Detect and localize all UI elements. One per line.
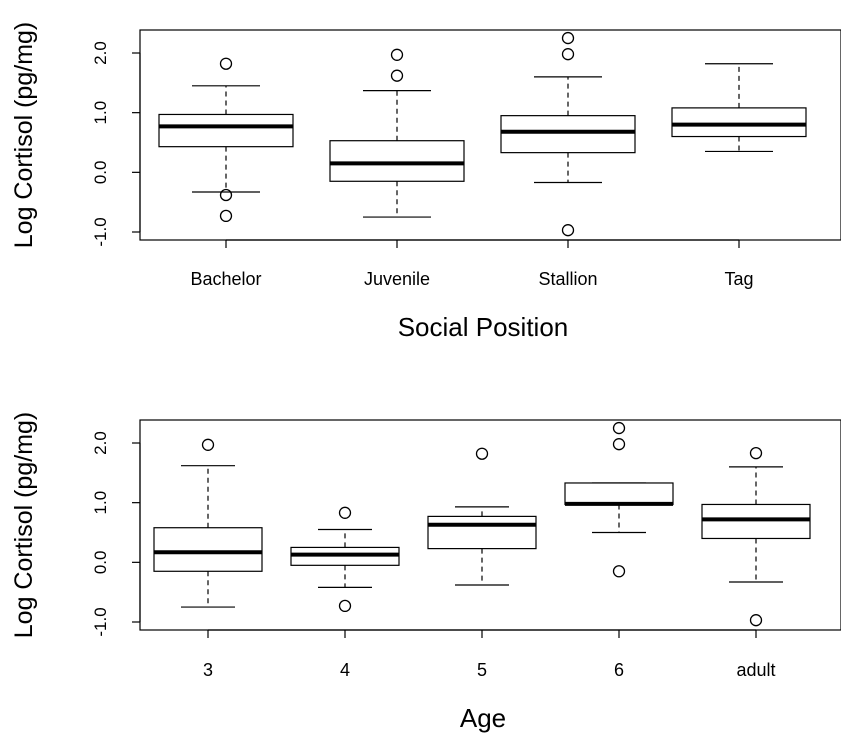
- outlier-point: [561, 224, 575, 237]
- y-tick-label: 0.0: [91, 161, 110, 185]
- x-axis-label: Age: [460, 703, 506, 733]
- y-tick-label: 1.0: [91, 491, 110, 515]
- x-tick-label: 6: [614, 660, 624, 680]
- boxplot-panel-social-position: Log Cortisol (pg/mg) Social Position -1.…: [10, 22, 841, 342]
- box-6: [564, 421, 674, 578]
- box-Bachelor: [158, 57, 294, 223]
- box-4: [290, 506, 400, 613]
- y-tick-label: -1.0: [91, 607, 110, 636]
- x-tick-label: 3: [203, 660, 213, 680]
- outlier-point: [201, 438, 215, 451]
- outlier-point: [612, 421, 626, 435]
- outlier-point: [390, 48, 404, 61]
- x-tick-label: adult: [736, 660, 775, 680]
- outlier-point: [475, 447, 489, 460]
- outlier-point: [561, 31, 575, 45]
- iqr-box: [500, 115, 636, 154]
- boxes: [153, 421, 811, 627]
- outlier-point: [219, 57, 233, 70]
- y-tick-label: -1.0: [91, 217, 110, 246]
- outlier-point: [749, 614, 763, 627]
- x-tick-label: Tag: [724, 269, 753, 289]
- outlier-point: [749, 446, 763, 460]
- y-tick-label: 2.0: [91, 431, 110, 455]
- y-axis-label: Log Cortisol (pg/mg): [10, 412, 38, 638]
- x-tick-label: 5: [477, 660, 487, 680]
- outlier-point: [390, 69, 404, 82]
- iqr-box: [427, 515, 537, 550]
- outlier-point: [219, 188, 233, 202]
- iqr-box: [329, 140, 465, 182]
- outlier-point: [612, 438, 626, 451]
- y-tick-label: 0.0: [91, 551, 110, 575]
- outlier-point: [612, 565, 626, 578]
- y-axis: -1.0 0.0 1.0 2.0: [91, 431, 141, 637]
- outlier-point: [561, 48, 575, 61]
- x-axis: Bachelor Juvenile Stallion Tag: [190, 239, 754, 289]
- x-tick-label: 4: [340, 660, 350, 680]
- x-axis: 3 4 5 6 adult: [203, 629, 776, 680]
- y-tick-label: 1.0: [91, 101, 110, 125]
- y-axis: -1.0 0.0 1.0 2.0: [91, 41, 141, 247]
- box-Tag: [671, 63, 807, 153]
- box-Juvenile: [329, 48, 465, 218]
- iqr-box: [671, 107, 807, 138]
- y-axis-label: Log Cortisol (pg/mg): [10, 22, 38, 248]
- box-5: [427, 447, 537, 586]
- x-axis-label: Social Position: [398, 312, 569, 342]
- x-tick-label: Bachelor: [190, 269, 261, 289]
- outlier-point: [338, 599, 352, 613]
- outlier-point: [338, 506, 352, 519]
- boxes: [158, 31, 807, 237]
- box-Stallion: [500, 31, 636, 237]
- outlier-point: [219, 209, 233, 223]
- x-tick-label: Stallion: [538, 269, 597, 289]
- boxplot-panel-age: Log Cortisol (pg/mg) Age -1.0 0.0 1.0 2.0 3…: [10, 412, 841, 733]
- x-tick-label: Juvenile: [364, 269, 430, 289]
- iqr-box: [701, 503, 811, 540]
- y-tick-label: 2.0: [91, 41, 110, 65]
- box-adult: [701, 446, 811, 627]
- iqr-box: [153, 527, 263, 572]
- box-3: [153, 438, 263, 608]
- iqr-box: [158, 113, 294, 148]
- iqr-box: [564, 482, 674, 506]
